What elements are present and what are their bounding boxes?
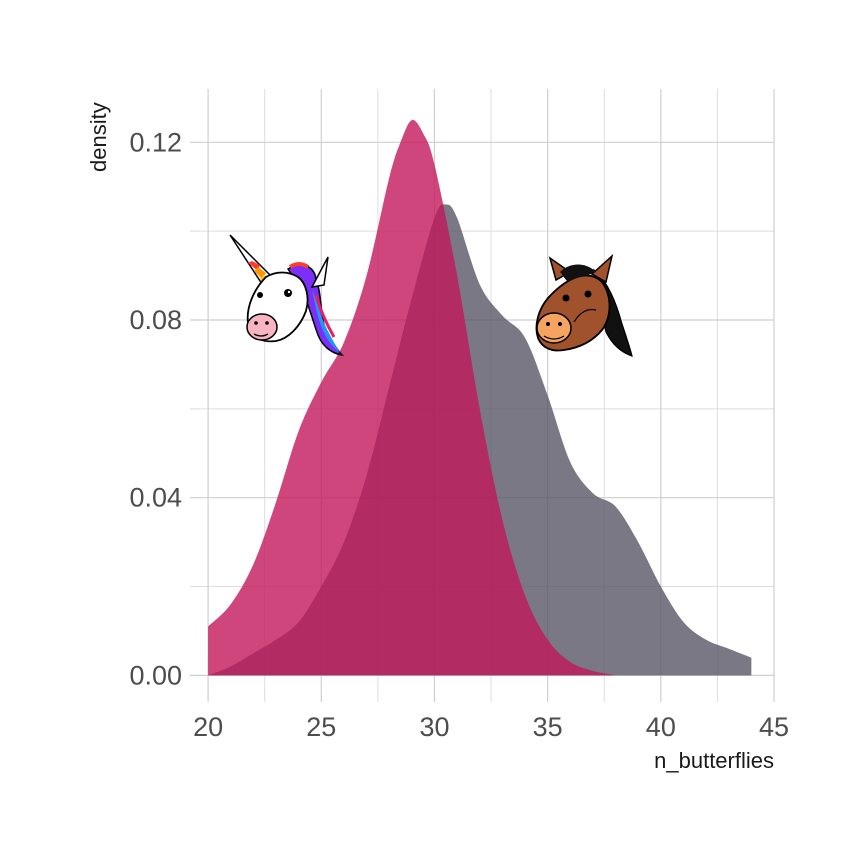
x-tick-label-3: 35: [533, 712, 563, 742]
x-tick-label-1: 25: [306, 712, 336, 742]
x-axis-title: n_butterflies: [654, 748, 774, 773]
x-tick-label-2: 30: [419, 712, 449, 742]
x-tick-label-0: 20: [193, 712, 223, 742]
y-tick-label-3: 0.12: [129, 127, 182, 157]
y-tick-label-0: 0.00: [129, 660, 182, 690]
density-areas: [208, 119, 752, 676]
density-area-unicorn: [208, 119, 616, 676]
horse-icon: [535, 253, 633, 357]
x-tick-labels: 20 25 30 35 40 45: [193, 712, 789, 742]
unicorn-icon: [229, 234, 345, 357]
y-tick-labels: 0.00 0.04 0.08 0.12: [129, 127, 182, 690]
y-axis-title: density: [86, 102, 111, 172]
y-tick-label-1: 0.04: [129, 483, 182, 513]
x-tick-label-5: 45: [759, 712, 789, 742]
x-tick-label-4: 40: [646, 712, 676, 742]
y-tick-label-2: 0.08: [129, 305, 182, 335]
